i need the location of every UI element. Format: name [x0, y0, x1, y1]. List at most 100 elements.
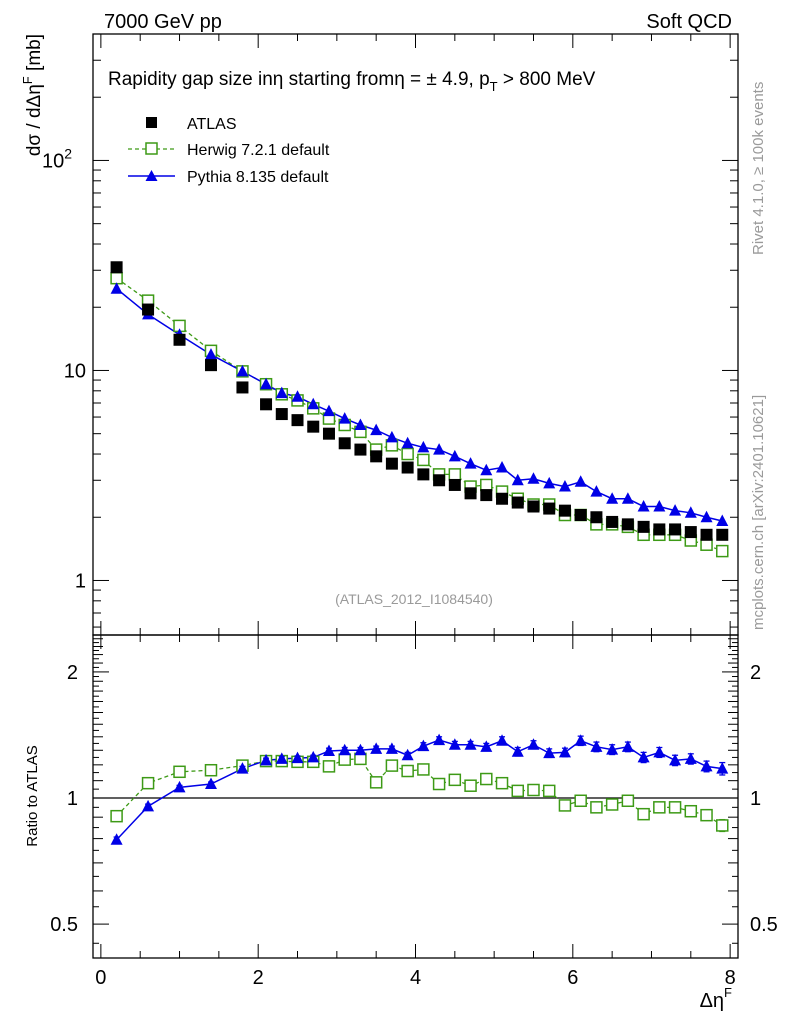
- ratio-herwig-point: [716, 819, 729, 832]
- atlas-point: [448, 478, 461, 491]
- ratio-herwig-point: [448, 773, 462, 787]
- ratio-pythia-point: [204, 777, 217, 790]
- herwig-point: [417, 453, 430, 467]
- pythia-point: [401, 436, 414, 449]
- atlas-point: [700, 528, 713, 541]
- pythia-line: [116, 288, 723, 522]
- legend-herwig-marker: [145, 142, 158, 155]
- ratio-pythia-point: [433, 733, 446, 746]
- atlas-point: [574, 508, 587, 521]
- ratio-pythia-point: [236, 762, 249, 774]
- atlas-point: [527, 500, 540, 513]
- ratio-herwig-point: [637, 807, 650, 821]
- atlas-point: [417, 468, 430, 481]
- legend-herwig-label: Herwig 7.2.1 default: [187, 142, 330, 159]
- pythia-point: [448, 449, 461, 462]
- ratio-herwig-point: [542, 784, 556, 798]
- ratio-herwig-point: [173, 765, 186, 779]
- ratio-herwig-point: [464, 779, 477, 792]
- legend: ATLAS Herwig 7.2.1 default Pythia 8.135 …: [128, 116, 330, 186]
- ratio-herwig-point: [322, 760, 336, 773]
- atlas-point: [291, 414, 304, 427]
- herwig-point: [700, 538, 713, 551]
- atlas-point: [236, 381, 249, 394]
- atlas-point: [543, 502, 556, 515]
- x-tick-label: 6: [567, 967, 578, 989]
- ratio-pythia-line: [116, 739, 723, 841]
- main-ytick-label: 1: [75, 570, 86, 592]
- herwig-line: [116, 277, 723, 552]
- ratio-herwig-point: [338, 753, 351, 766]
- legend-atlas-label: ATLAS: [187, 116, 237, 133]
- herwig-point: [110, 271, 123, 285]
- main-title-text: Rapidity gap size inη starting fromη = ±…: [108, 69, 490, 90]
- ratio-herwig-point: [141, 776, 155, 790]
- ratio-pythia-point: [716, 762, 729, 774]
- pythia-point: [338, 412, 351, 424]
- pythia-point: [574, 475, 587, 487]
- ratio-pythia-point: [621, 740, 634, 752]
- main-ytick-sup: 2: [64, 145, 72, 161]
- ratio-herwig-point: [605, 798, 619, 811]
- pythia-point: [621, 492, 634, 504]
- ratio-pythia-point: [543, 746, 556, 759]
- ratio-pythia-point: [480, 740, 493, 752]
- pythia-point: [653, 500, 666, 512]
- atlas-point: [110, 261, 123, 274]
- pythia-point: [496, 461, 509, 473]
- ratio-herwig-point: [204, 763, 218, 777]
- pythia-point: [385, 430, 398, 443]
- main-title: Rapidity gap size inη starting fromη = ±…: [108, 69, 596, 94]
- atlas-point: [716, 528, 729, 541]
- atlas-point: [307, 420, 320, 433]
- herwig-point: [448, 468, 462, 481]
- main-ylabel: dσ / dΔηF [mb]: [20, 34, 45, 156]
- atlas-point: [590, 511, 603, 524]
- pythia-point: [480, 463, 493, 476]
- x-tick-label: 4: [410, 967, 421, 989]
- pythia-point: [558, 480, 571, 492]
- ratio-plot-frame: [92, 634, 739, 959]
- ratio-ytick-label-left: 0.5: [50, 914, 78, 936]
- x-tick-label: 8: [725, 967, 736, 989]
- ratio-pythia-point: [511, 745, 524, 757]
- ratio-series-layer: [110, 733, 729, 845]
- atlas-point: [338, 437, 351, 450]
- atlas-point: [606, 515, 619, 528]
- ratio-ylabel: Ratio to ATLAS: [24, 745, 41, 846]
- header-right: Soft QCD: [646, 11, 732, 33]
- ratio-pythia-point: [307, 750, 320, 763]
- ratio-herwig-point: [668, 801, 682, 814]
- pythia-point: [204, 348, 217, 360]
- ratio-pythia-point: [574, 734, 587, 746]
- ratio-herwig-point: [369, 776, 383, 789]
- ratio-herwig-point: [527, 783, 540, 797]
- atlas-point: [385, 457, 398, 470]
- x-tick-label: 2: [253, 967, 264, 989]
- pythia-point: [110, 282, 123, 294]
- ratio-pythia-point: [637, 750, 650, 763]
- ratio-herwig-point: [432, 777, 446, 791]
- atlas-point: [496, 492, 509, 505]
- pythia-point: [417, 440, 430, 453]
- atlas-point: [204, 359, 217, 372]
- pythia-point: [275, 386, 288, 399]
- ratio-herwig-point: [700, 808, 713, 822]
- xlabel: ΔηF: [700, 985, 732, 1012]
- main-ytick-label: 10: [64, 360, 86, 382]
- pythia-point: [322, 404, 335, 417]
- legend-atlas-marker: [146, 117, 157, 128]
- ratio-pythia-point: [527, 738, 540, 750]
- ratio-pythia-point: [173, 780, 186, 793]
- ratio-pythia-point: [558, 745, 571, 758]
- herwig-point: [401, 447, 414, 461]
- ratio-pythia-point: [700, 759, 713, 772]
- legend-pythia-label: Pythia 8.135 default: [187, 169, 329, 186]
- ratio-pythia-point: [669, 753, 682, 766]
- ratio-pythia-point: [338, 743, 351, 756]
- ratio-herwig-point: [558, 799, 572, 812]
- ratio-pythia-point: [385, 742, 398, 754]
- pythia-point: [291, 390, 304, 402]
- ratio-ytick-label-right: 2: [750, 662, 761, 684]
